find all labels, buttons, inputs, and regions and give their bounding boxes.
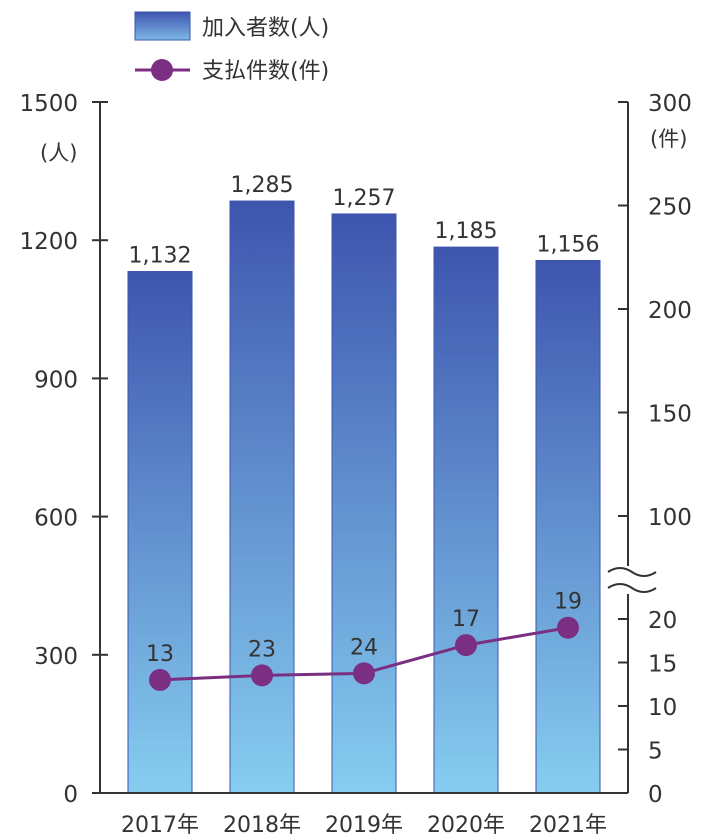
legend-bar-label: 加入者数(人) [202, 16, 329, 41]
bar-value-labels: 1,132 1,285 1,257 1,185 1,156 [129, 173, 600, 268]
line-series: 13 23 24 17 19 [146, 590, 582, 691]
line-point [353, 662, 375, 685]
x-tick-label: 2020年 [427, 813, 505, 838]
left-axis-unit: (人) [40, 141, 77, 165]
x-tick-label: 2021年 [529, 813, 607, 838]
line-value-label: 17 [452, 607, 480, 632]
x-tick-label: 2017年 [121, 813, 199, 838]
legend-line-label: 支払件数(件) [202, 59, 329, 84]
legend-bar-swatch [134, 11, 191, 41]
bar-value-label: 1,185 [435, 219, 498, 244]
right-axis: 0 5 10 15 20 100 150 200 250 300 [607, 91, 692, 808]
bar-value-label: 1,156 [537, 232, 600, 257]
left-tick-label: 600 [34, 506, 78, 532]
x-tick-label: 2018年 [223, 813, 301, 838]
right-tick-label: 10 [648, 695, 677, 721]
right-tick-label: 200 [648, 298, 692, 324]
left-axis: 0 300 600 900 1200 1500 [19, 91, 108, 808]
legend-line-marker [151, 59, 173, 81]
bar [331, 213, 397, 794]
bar [433, 246, 499, 794]
left-tick-label: 900 [34, 367, 78, 393]
right-axis-unit: (件) [650, 127, 687, 151]
right-tick-label: 150 [648, 402, 692, 428]
right-tick-label: 250 [648, 195, 692, 221]
bar [535, 259, 601, 794]
bar-value-label: 1,257 [333, 186, 396, 211]
line-point [149, 668, 171, 691]
axis-break-mark [607, 567, 657, 577]
right-tick-label: 20 [648, 608, 677, 634]
right-tick-label: 5 [648, 739, 663, 765]
x-tick-label: 2019年 [325, 813, 403, 838]
left-tick-label: 1200 [19, 229, 78, 255]
bar [127, 271, 193, 794]
plot-area: 1,132 1,285 1,257 1,185 1,156 13 23 24 17 19 0 30… [19, 91, 691, 838]
bar-value-label: 1,285 [231, 173, 294, 198]
bar-value-label: 1,132 [129, 244, 192, 269]
right-tick-label: 0 [648, 782, 663, 808]
right-tick-label: 15 [648, 652, 677, 678]
line-value-label: 24 [350, 635, 378, 660]
x-axis: 2017年 2018年 2019年 2020年 2021年 [100, 792, 628, 838]
line-value-label: 13 [146, 642, 174, 667]
line-point [251, 664, 273, 687]
axis-break-mark [607, 583, 657, 593]
legend: 加入者数(人) 支払件数(件) [134, 11, 329, 84]
bars [127, 200, 601, 794]
right-tick-label: 100 [648, 505, 692, 531]
left-tick-label: 300 [34, 644, 78, 670]
line-point [557, 616, 579, 639]
left-tick-label: 1500 [19, 91, 78, 117]
right-tick-label: 300 [648, 91, 692, 117]
line-value-label: 19 [554, 590, 582, 615]
left-tick-label: 0 [63, 782, 78, 808]
bar [229, 200, 295, 794]
line-value-label: 23 [248, 637, 276, 662]
line-point [455, 634, 477, 657]
